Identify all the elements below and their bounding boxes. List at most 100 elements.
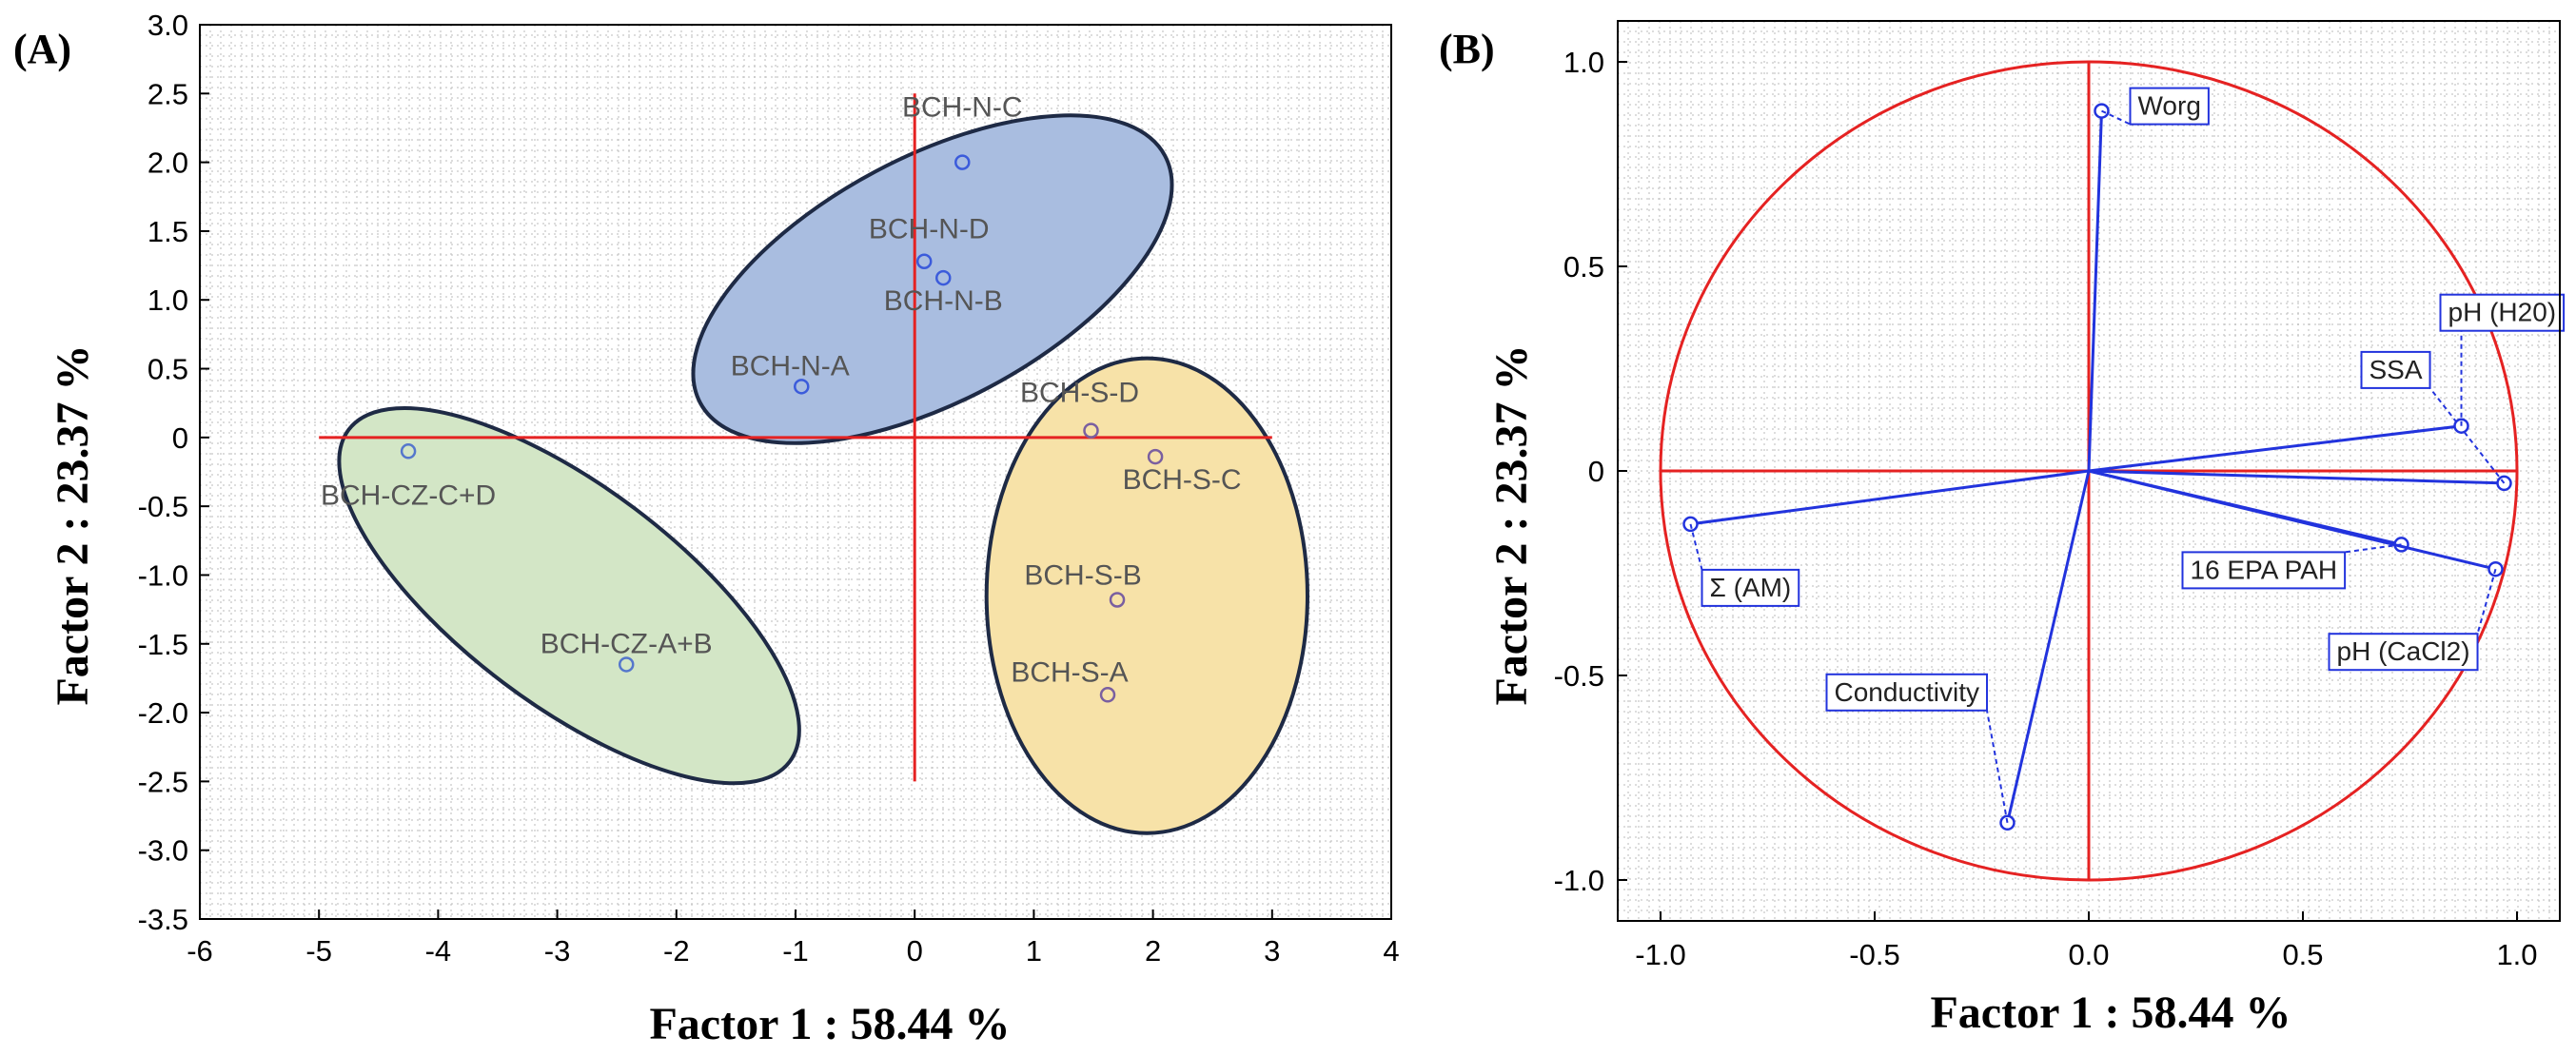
point-label: BCH-N-B bbox=[884, 285, 1003, 317]
panel-b-label: (B) bbox=[1439, 26, 1495, 72]
y-tick-label: 0.5 bbox=[1563, 250, 1604, 284]
y-tick-label: 3.0 bbox=[147, 9, 188, 42]
data-point bbox=[618, 656, 635, 673]
point-label: BCH-CZ-C+D bbox=[321, 479, 496, 511]
point-label: BCH-N-A bbox=[731, 350, 850, 381]
panel-a-y-ticks: 3.0 2.5 2.0 1.5 1.0 0.5 0 -0.5 -1.0 -1.5 -2.0 -2.5 -… bbox=[138, 9, 209, 936]
x-tick-label: -5 bbox=[305, 934, 332, 968]
loading-vector bbox=[2088, 469, 2505, 485]
variable-label: Conductivity bbox=[1835, 677, 1980, 707]
panel-a-label: (A) bbox=[13, 26, 71, 72]
variable-label-box bbox=[2439, 293, 2566, 332]
label-leader-line bbox=[2429, 387, 2506, 484]
data-point bbox=[1109, 592, 1126, 608]
y-tick-label: 1.0 bbox=[1563, 46, 1604, 79]
panel-b-variables: Worg SSA pH (H20) 16 EPA PAH pH (CaCl2) Σ (AM… bbox=[1682, 87, 2566, 831]
panel-b-x-ticks: -1.0 -0.5 0.0 0.5 1.0 bbox=[1635, 911, 2538, 971]
point-label: BCH-CZ-A+B bbox=[541, 628, 713, 659]
x-tick-label: -3 bbox=[544, 934, 571, 968]
data-point bbox=[1083, 422, 1099, 439]
panel-a-y-axis-title: Factor 2 : 23.37 % bbox=[48, 344, 98, 705]
variable-label: SSA bbox=[2370, 355, 2423, 384]
variable-label: Σ (AM) bbox=[1710, 573, 1792, 602]
data-point bbox=[1099, 687, 1116, 703]
label-leader-line bbox=[2344, 543, 2402, 554]
panel-a-frame bbox=[199, 24, 1392, 920]
y-tick-label: -3.0 bbox=[138, 834, 188, 868]
data-point bbox=[954, 154, 971, 170]
y-tick-label: 0 bbox=[172, 421, 188, 455]
loading-vector bbox=[1690, 469, 2090, 526]
x-tick-label: 2 bbox=[1145, 934, 1161, 968]
y-tick-label: -1.5 bbox=[138, 628, 188, 661]
variable-label-box bbox=[2129, 87, 2210, 126]
y-tick-label: -1.0 bbox=[1554, 864, 1604, 897]
point-label: BCH-S-A bbox=[1011, 656, 1128, 688]
label-leader-line bbox=[2101, 109, 2131, 126]
data-point bbox=[934, 269, 952, 286]
variable-label: 16 EPA PAH bbox=[2191, 555, 2338, 584]
x-tick-label: -1 bbox=[782, 934, 809, 968]
panel-b: (B) Worg SSA pH (H20) 16 EPA PAH pH (CaCl2) Σ… bbox=[1439, 20, 2566, 1038]
data-point bbox=[1147, 448, 1164, 465]
variable-label-box bbox=[2328, 633, 2479, 672]
x-tick-label: -4 bbox=[425, 934, 452, 968]
variable-label: pH (CaCl2) bbox=[2337, 636, 2470, 666]
panel-b-x-axis-title: Factor 1 : 58.44 % bbox=[1930, 988, 2291, 1038]
loading-vector bbox=[2088, 424, 2462, 473]
variable-label-box bbox=[2360, 350, 2431, 389]
loading-vector bbox=[2087, 110, 2103, 472]
panel-a-x-ticks: -6 -5 -4 -3 -2 -1 0 1 2 3 4 bbox=[187, 909, 1400, 968]
y-tick-label: 1.5 bbox=[147, 215, 188, 248]
y-tick-label: 1.0 bbox=[147, 284, 188, 317]
y-tick-label: 2.0 bbox=[147, 147, 188, 180]
point-label: BCH-N-C bbox=[902, 92, 1023, 124]
group-ellipse-bch-s bbox=[984, 356, 1309, 835]
x-tick-label: -0.5 bbox=[1849, 938, 1899, 971]
panel-b-grid bbox=[1618, 21, 2560, 921]
variable-label-box bbox=[1825, 673, 1989, 712]
y-tick-label: -1.0 bbox=[138, 558, 188, 592]
y-tick-label: -3.5 bbox=[138, 903, 188, 936]
panel-b-frame bbox=[1617, 20, 2561, 922]
label-leader-line bbox=[2476, 568, 2497, 635]
y-tick-label: -2.5 bbox=[138, 765, 188, 798]
y-tick-label: 2.5 bbox=[147, 77, 188, 110]
point-label: BCH-N-D bbox=[869, 214, 990, 245]
variable-label: pH (H20) bbox=[2448, 298, 2557, 327]
x-tick-label: -2 bbox=[663, 934, 690, 968]
point-label: BCH-S-B bbox=[1024, 559, 1141, 591]
panel-a-x-axis-title: Factor 1 : 58.44 % bbox=[649, 999, 1010, 1049]
data-point bbox=[400, 443, 417, 460]
variable-label-box bbox=[2181, 551, 2347, 590]
x-tick-label: 0 bbox=[907, 934, 923, 968]
loading-point bbox=[2496, 475, 2512, 492]
data-point bbox=[915, 253, 933, 269]
x-tick-label: 1 bbox=[1026, 934, 1042, 968]
loading-vector bbox=[2006, 470, 2091, 824]
y-tick-label: -2.0 bbox=[138, 696, 188, 730]
x-tick-label: 0.5 bbox=[2282, 938, 2323, 971]
x-tick-label: 3 bbox=[1264, 934, 1280, 968]
point-label: BCH-S-C bbox=[1123, 464, 1242, 496]
x-tick-label: 0.0 bbox=[2068, 938, 2109, 971]
data-point bbox=[794, 379, 810, 395]
x-tick-label: 1.0 bbox=[2496, 938, 2537, 971]
loading-vector bbox=[2088, 469, 2496, 571]
panel-b-y-ticks: 1.0 0.5 0 -0.5 -1.0 bbox=[1554, 46, 1627, 897]
x-tick-label: -1.0 bbox=[1635, 938, 1685, 971]
panel-a: (A) BCH-N-CBCH-N-DBCH-N-BBCH-N-ABCH-S-DB… bbox=[13, 9, 1400, 1049]
y-tick-label: 0 bbox=[1588, 455, 1604, 488]
label-leader-line bbox=[1986, 710, 2009, 823]
group-ellipse-bch-n bbox=[691, 113, 1174, 445]
variable-label-box bbox=[1701, 568, 1800, 607]
variable-label: Worg bbox=[2138, 91, 2201, 121]
panel-a-origin-lines bbox=[319, 93, 1272, 782]
group-ellipse-bch-cz bbox=[337, 406, 801, 786]
panel-a-points: BCH-N-C BCH-N-D BCH-N-B BCH-N-A BCH-S-D BCH-S… bbox=[321, 92, 1242, 703]
panel-a-group-ellipses bbox=[337, 113, 1309, 835]
y-tick-label: -0.5 bbox=[138, 490, 188, 523]
panel-b-y-axis-title: Factor 2 : 23.37 % bbox=[1486, 344, 1537, 705]
x-tick-label: -6 bbox=[187, 934, 213, 968]
